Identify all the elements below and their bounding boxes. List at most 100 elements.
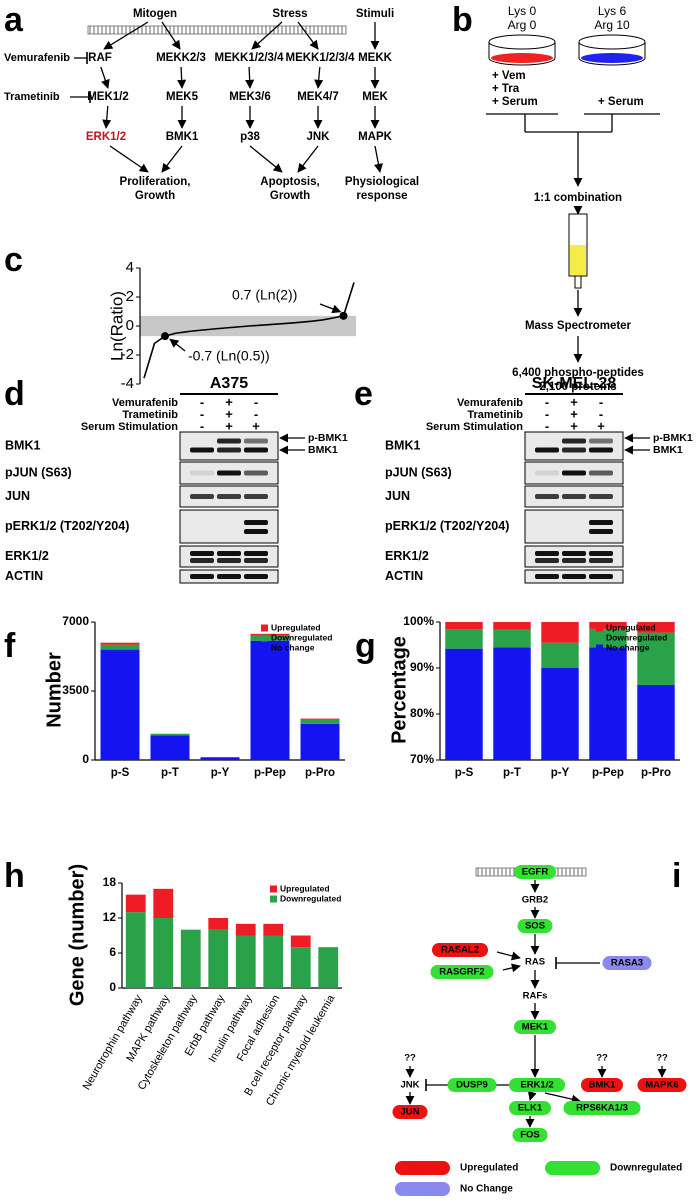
blot-band	[562, 470, 586, 476]
y-tick-label: 7000	[62, 614, 89, 628]
label: ACTIN	[385, 569, 423, 583]
label: +	[225, 418, 233, 433]
node-pill	[514, 865, 556, 879]
membrane	[87, 25, 347, 35]
label: Serum Stimulation	[81, 421, 178, 433]
node-label: EGFR	[522, 867, 549, 878]
label: MEKK	[358, 52, 393, 64]
bar-segment	[125, 912, 146, 988]
blot-band	[562, 438, 586, 444]
blot-band	[244, 438, 268, 444]
node-label: ELK1	[518, 1103, 543, 1114]
blot-band	[244, 447, 268, 453]
panel-label: c	[4, 241, 23, 279]
y-tick-label: 3500	[62, 683, 89, 697]
blot-frame	[179, 431, 279, 461]
x-tick-label: p-S	[111, 767, 130, 779]
blot-band	[535, 470, 559, 476]
bar-segment	[250, 635, 290, 641]
bar-segment	[589, 622, 627, 629]
blot-band	[589, 551, 613, 556]
label: Physiological	[345, 176, 419, 188]
label: Growth	[135, 190, 175, 202]
label: MEKK1/2/3/4	[285, 52, 355, 64]
bar-segment	[637, 685, 675, 760]
dish-medium	[491, 53, 553, 63]
panel-label: b	[452, 1, 473, 39]
blot-band	[589, 558, 613, 563]
label: -	[200, 418, 204, 433]
panel-label: a	[4, 1, 24, 39]
label: Mass Spectrometer	[525, 320, 632, 332]
label: BMK1	[385, 438, 420, 452]
legend-swatch	[395, 1161, 450, 1175]
blot-band	[535, 558, 559, 563]
label: Lys 6	[598, 4, 627, 18]
arrow	[314, 66, 324, 89]
bar-segment	[541, 668, 579, 760]
blot-band	[190, 574, 214, 579]
bar-segment	[100, 642, 140, 645]
blot-band	[244, 551, 268, 556]
label: +	[225, 394, 233, 409]
y-axis-label: Ln(Ratio)	[107, 291, 126, 361]
bar-segment	[100, 649, 140, 760]
legend-label: Upregulated	[460, 1163, 518, 1174]
label: SK-MEL-28	[532, 375, 617, 392]
node-pill	[430, 965, 494, 979]
label: -	[200, 406, 204, 421]
y-tick-label: -4	[121, 375, 134, 392]
legend-swatch	[596, 634, 603, 642]
x-tick-label: p-T	[161, 767, 179, 779]
arrow	[245, 66, 255, 89]
label: Mitogen	[133, 8, 177, 20]
node-pill	[563, 1101, 641, 1115]
label: -	[545, 418, 549, 433]
label: BMK1	[653, 444, 683, 456]
panel-label: e	[354, 375, 373, 413]
legend-swatch	[270, 895, 277, 903]
x-tick-label: p-S	[455, 767, 474, 779]
y-tick-label: 0	[109, 980, 116, 994]
arrow	[319, 303, 342, 314]
node-label: JUN	[400, 1107, 419, 1118]
blot-band	[244, 520, 268, 525]
node-label: RPS6KA1/3	[576, 1103, 628, 1114]
label: 6,400 phospho-peptides	[512, 367, 644, 379]
bar-segment	[318, 947, 339, 988]
node-label: ??	[656, 1053, 668, 1064]
label: + Serum	[598, 96, 644, 108]
label: Vemurafenib	[112, 397, 178, 409]
bar-segment	[637, 632, 675, 686]
blot-band	[217, 438, 241, 444]
blot-band	[217, 447, 241, 453]
label: +	[570, 406, 578, 421]
panel-label: h	[4, 857, 25, 895]
arrow	[109, 145, 149, 173]
blot-band	[217, 558, 241, 563]
label: Stimuli	[356, 8, 394, 20]
bar-segment	[493, 629, 531, 648]
y-tick-label: 80%	[410, 706, 434, 720]
bar-segment	[541, 642, 579, 668]
node-label: MEK1	[522, 1022, 549, 1033]
legend-label: Downregulated	[606, 632, 667, 642]
label: Arg 0	[508, 18, 537, 32]
bar-segment	[235, 923, 256, 936]
label: -	[254, 406, 258, 421]
bar-segment	[263, 935, 284, 988]
label: +	[252, 418, 260, 433]
arrow	[161, 145, 183, 173]
x-tick-label: p-Y	[551, 767, 570, 779]
blot-band	[535, 447, 559, 453]
label: Vemurafenib	[457, 397, 523, 409]
label: JUN	[385, 489, 410, 503]
blot-band	[190, 447, 214, 453]
annotation: 0.7 (Ln(2))	[232, 287, 297, 303]
label: MEK1/2	[87, 91, 129, 103]
label: MEKK2/3	[156, 52, 206, 64]
node-pill	[581, 1078, 623, 1092]
x-tick-label: p-Y	[211, 767, 230, 779]
blot-band	[535, 551, 559, 556]
bar-segment	[290, 947, 311, 988]
